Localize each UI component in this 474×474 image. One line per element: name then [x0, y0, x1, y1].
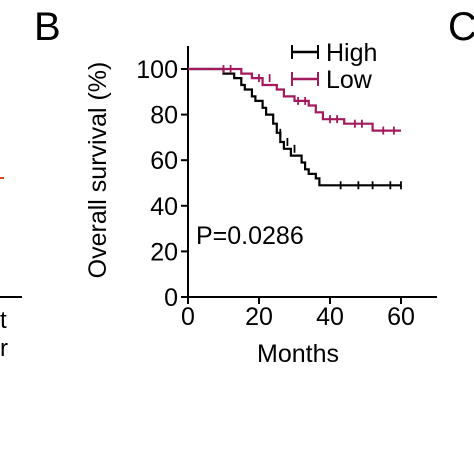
- x-tick-label-20: 20: [245, 303, 273, 331]
- x-ticks: 0 20 40 60: [181, 297, 415, 331]
- legend: High Low: [291, 39, 377, 94]
- legend-label-high: High: [326, 39, 377, 67]
- neighbour-panel-text-1: t: [0, 307, 7, 334]
- panel-label-c: C: [448, 5, 474, 49]
- y-tick-label-100: 100: [136, 56, 178, 84]
- y-tick-label-60: 60: [150, 147, 178, 175]
- x-axis-label: Months: [257, 340, 339, 368]
- series-line-low: [188, 67, 401, 132]
- series-layer: [188, 65, 402, 190]
- x-tick-label-60: 60: [387, 303, 415, 331]
- y-tick-label-80: 80: [150, 102, 178, 130]
- legend-label-low: Low: [326, 66, 373, 94]
- series-line-high: [188, 67, 401, 187]
- y-ticks: 0 20 40 60 80 100: [136, 56, 188, 312]
- p-value-annotation: P=0.0286: [196, 222, 304, 250]
- x-tick-label-0: 0: [181, 303, 195, 331]
- neighbour-panel-text-2: r: [0, 335, 8, 362]
- y-tick-label-0: 0: [164, 284, 178, 312]
- y-tick-label-40: 40: [150, 193, 178, 221]
- y-axis-label: Overall survival (%): [84, 62, 112, 279]
- panel-label-b: B: [34, 5, 61, 49]
- x-tick-label-40: 40: [316, 303, 344, 331]
- y-tick-label-20: 20: [150, 238, 178, 266]
